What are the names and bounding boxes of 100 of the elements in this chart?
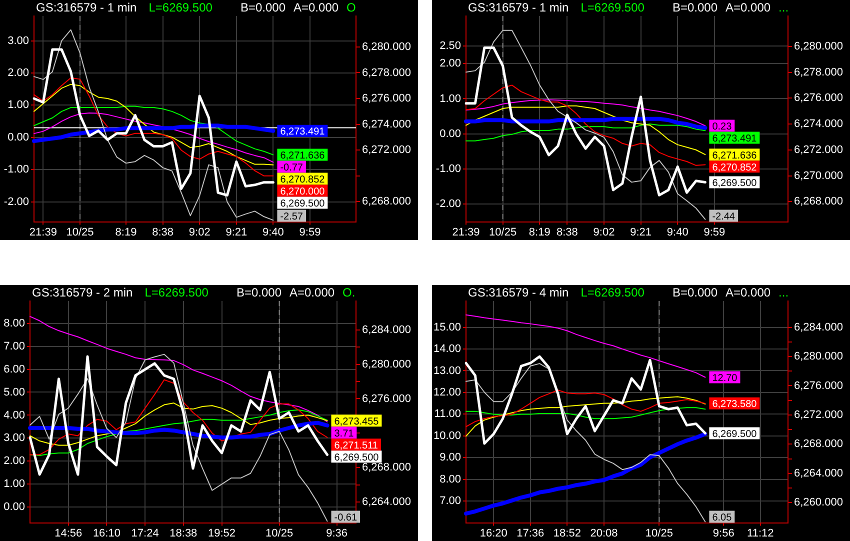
data-label: 6,273.580 [712,399,758,410]
y-tick-label: 8.00 [440,473,461,486]
y2-tick-label: 6,274.000 [362,118,411,130]
text: L=6269.500 [580,285,645,300]
data-label: 3.71 [334,428,354,440]
data-label: -2.57 [280,212,304,223]
y2-tick-label: 6,270.000 [794,170,843,182]
x-tick-label: 9:21 [226,226,248,238]
x-tick-label: 9:02 [593,226,615,238]
x-tick-label: 16:20 [480,527,508,540]
y-tick-label: 4.00 [4,409,25,422]
y-tick-label: 0.00 [4,501,25,514]
y-tick-label: 7.00 [4,340,25,352]
x-tick-label: 8:38 [152,226,174,238]
x-tick-label: 9:02 [188,226,210,238]
y2-tick-label: 6,278.000 [362,66,411,79]
y-tick-label: 9.00 [440,452,461,464]
text: A=0.000 [289,285,335,300]
x-tick-label: 9:59 [299,226,321,238]
x-tick-label: 10/25 [266,527,294,540]
y2-tick-label: 6,284.000 [362,324,411,336]
text: ... [778,0,789,14]
data-label: 6,269.500 [712,178,758,189]
text: B=0.000 [672,285,718,300]
text: O. [342,285,356,300]
x-tick-label: 14:56 [54,527,82,540]
x-tick-label: 18:38 [170,527,198,540]
y-tick-label: 11.00 [434,408,461,420]
x-tick-label: 10/25 [645,527,673,540]
y-tick-label: 2.50 [440,40,461,52]
y-tick-label: 1.00 [4,478,25,490]
y2-tick-label: 6,272.000 [362,144,411,156]
y-tick-label: 0.00 [440,128,461,140]
x-tick-label: 21:39 [452,226,480,238]
y-tick-label: 6.00 [4,363,25,376]
y-tick-label: -1.00 [436,162,461,175]
data-label: 6,269.500 [280,198,326,210]
text: B=0.000 [236,285,282,300]
data-label: 6.05 [712,512,732,524]
data-label: 0.23 [712,121,732,132]
y2-tick-label: 6,268.000 [794,438,843,450]
chart-title: GS:316579 - 2 min [32,285,133,300]
y2-tick-label: 6,268.000 [794,196,843,208]
x-tick-label: 10/25 [489,226,517,238]
text: B=0.000 [672,0,718,14]
y2-tick-label: 6,268.000 [362,462,411,474]
y-tick-label: 1.00 [440,92,461,105]
text: A=0.000 [293,0,339,14]
y2-tick-label: 6,272.000 [794,409,843,421]
y2-tick-label: 6,280.000 [794,350,843,363]
x-tick-label: 9:59 [704,226,726,238]
x-tick-label: 10/25 [66,226,94,238]
chart-title: GS:316579 - 4 min [468,285,569,300]
y-tick-label: 0.00 [8,131,29,144]
data-label: 6,270.000 [280,186,326,198]
x-tick-label: 9:40 [666,226,688,238]
y2-tick-label: 6,264.000 [794,467,843,480]
y2-tick-label: 6,284.000 [794,321,843,334]
data-label: 6,270.852 [280,174,326,186]
data-label: -2.44 [712,212,736,223]
y2-tick-label: 6,276.000 [794,92,843,104]
text: A=0.000 [725,285,771,300]
y2-tick-label: 6,276.000 [794,380,843,392]
chart-title: GS:316579 - 1 min [36,0,137,14]
x-tick-label: 9:21 [630,226,652,238]
y2-tick-label: 6,272.000 [794,144,843,156]
text: B=0.000 [240,0,286,14]
y-tick-label: 1.00 [8,99,29,112]
data-label: 6,271.636 [712,150,758,162]
text: L=6269.500 [580,0,645,14]
y2-tick-label: 6,280.000 [794,40,843,52]
y-tick-label: 2.00 [4,455,25,468]
y-tick-label: 5.00 [4,386,25,398]
data-label: 6,271.636 [280,150,326,162]
y2-tick-label: 6,278.000 [794,66,843,78]
y2-tick-label: 6,276.000 [362,392,411,405]
y2-tick-label: 6,274.000 [794,118,843,130]
x-tick-label: 8:19 [115,226,137,238]
x-tick-label: 21:39 [29,226,57,238]
x-tick-label: 9:36 [326,527,348,540]
x-tick-label: 11:12 [747,527,774,540]
text: L=6269.500 [144,285,209,300]
x-tick-label: 18:52 [553,527,581,540]
y-tick-label: 2.00 [8,67,29,80]
data-label: 6,269.500 [334,452,380,464]
y-tick-label: -1.00 [4,164,29,176]
data-label: 6,270.852 [712,162,758,174]
y2-tick-label: 6,276.000 [362,92,411,105]
data-label: 6,271.511 [334,440,378,452]
x-tick-label: 9:56 [712,527,734,540]
y-tick-label: 8.00 [4,317,25,330]
x-tick-label: 17:24 [131,527,159,540]
y2-tick-label: 6,268.000 [362,196,411,208]
y-tick-label: 14.00 [433,343,461,356]
data-label: 6,273.491 [280,126,326,138]
y-tick-label: 13.00 [433,364,461,377]
data-label: 6,273.455 [334,416,380,428]
y-tick-label: 3.00 [4,432,25,444]
data-label: -0.61 [334,512,358,524]
y2-tick-label: 6,264.000 [362,496,411,508]
